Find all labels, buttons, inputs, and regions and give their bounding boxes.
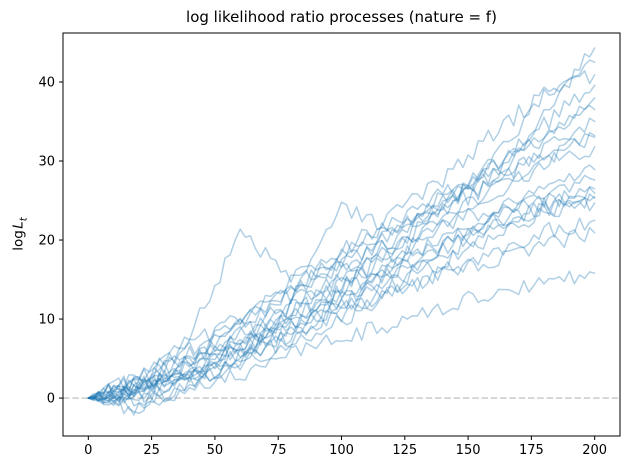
series-line-path-02 [87,59,596,403]
series-line-path-08 [87,131,596,402]
x-tick-label: 25 [143,443,160,458]
plot-border [62,32,621,437]
series-line-path-16 [87,193,596,409]
y-tick-label: 20 [38,234,55,249]
series-line-path-15 [87,195,596,402]
series-line-path-09 [87,133,596,399]
chart-title: log likelihood ratio processes (nature =… [186,8,497,26]
x-tick-label: 125 [392,443,417,458]
y-axis-label-prefix: log [10,230,27,251]
y-axis-label: log Lt [11,217,30,250]
series-line-path-04 [87,84,596,399]
x-tick-label: 175 [519,443,544,458]
series-line-path-03 [87,70,596,399]
series-line-path-06 [87,104,596,399]
series-line-path-17 [87,196,596,404]
series-line-path-20 [87,270,596,416]
y-axis-label-sub: t [18,217,30,222]
y-tick-label: 40 [38,75,55,90]
series-line-path-11 [87,164,596,415]
x-tick-label: 150 [456,443,481,458]
series-line-path-05 [87,97,596,400]
series-line-path-18 [87,217,596,406]
y-tick-label: 30 [38,155,55,170]
y-tick-label: 0 [47,392,55,407]
x-tick-label: 200 [582,443,607,458]
y-tick-label: 10 [38,313,55,328]
series-line-path-01 [87,47,596,400]
x-tick-label: 0 [84,443,92,458]
series-line-path-12 [87,174,596,400]
y-axis-label-var: L [10,221,27,229]
x-tick-label: 50 [207,443,224,458]
series-line-path-10 [87,146,596,400]
series-line-path-14 [87,186,596,399]
series-line-path-07 [87,117,596,404]
series-line-path-13 [87,185,596,404]
x-tick-label: 75 [270,443,287,458]
x-tick-label: 100 [329,443,354,458]
series-line-path-19 [87,226,596,402]
